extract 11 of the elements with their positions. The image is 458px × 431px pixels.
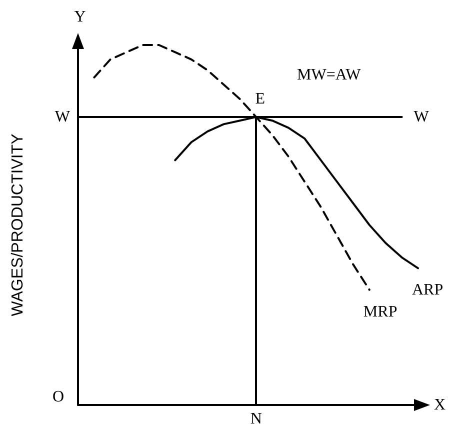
series-label: W [414,108,430,126]
y-axis-title: WAGES/PRODUCTIVITY [10,133,26,316]
text: N [250,410,262,428]
annotation: MW=AW [296,66,362,84]
text: O [52,388,64,406]
series-label: ARP [412,282,444,299]
text: Y [74,8,86,26]
text: W [54,108,71,126]
text: X [434,396,446,414]
annotation: E [255,90,265,108]
series-label: MRP [363,303,398,320]
